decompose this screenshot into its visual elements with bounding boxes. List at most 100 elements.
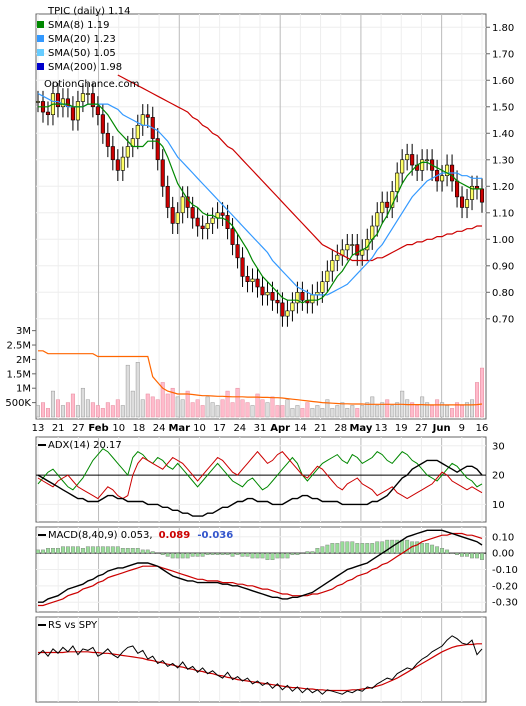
macd-histogram-bar [420, 543, 425, 554]
legend-swatch-sma50 [37, 49, 44, 56]
legend-sma20: SMA(20) 1.23 [48, 34, 116, 45]
macd-histogram-bar [56, 548, 60, 554]
price-tick-label: 1.10 [492, 208, 514, 219]
candle-body [75, 101, 80, 121]
candle-body [290, 302, 295, 312]
price-tick-label: 1.80 [492, 23, 514, 34]
macd-histogram-bar [130, 548, 135, 554]
macd-histogram-bar [325, 544, 330, 554]
macd-histogram-bar [435, 546, 440, 554]
volume-bar [150, 396, 155, 418]
volume-bar [450, 408, 455, 418]
candle-body [425, 159, 430, 162]
volume-bar [225, 390, 230, 418]
macd-histogram-bar [240, 552, 245, 557]
macd-histogram-bar [320, 546, 325, 554]
candle-body [125, 146, 130, 158]
macd-line [38, 529, 483, 603]
volume-bar [420, 396, 425, 418]
volume-bar [245, 402, 250, 418]
macd-tick-label: 0.10 [492, 532, 514, 543]
volume-bar [410, 402, 415, 418]
macd-tick-label: -0.20 [492, 581, 518, 592]
ticker-label: TPIC (daily) 1.14 [47, 6, 130, 17]
macd-histogram-bar [90, 546, 95, 554]
candle-body [85, 93, 90, 95]
candle-body [250, 278, 255, 282]
volume-bar [205, 396, 210, 418]
macd-label: MACD(8,40,9) 0.053, 0.089 -0.036 [48, 530, 233, 541]
volume-bar [235, 387, 240, 418]
x-tick-label: 24 [153, 423, 166, 434]
x-tick-label: 18 [133, 423, 146, 434]
macd-histogram-bar [180, 552, 185, 559]
volume-tick-label: 2M [16, 355, 31, 366]
candle-body [90, 93, 95, 108]
candle-body [330, 260, 335, 272]
volume-bar [470, 399, 475, 418]
macd-histogram-bar [480, 552, 484, 560]
macd-histogram-bar [400, 539, 405, 554]
macd-histogram-bar [295, 552, 300, 555]
volume-bar [65, 402, 70, 418]
macd-histogram-bar [285, 552, 290, 559]
volume-bar [230, 402, 235, 418]
volume-bar [180, 399, 185, 418]
macd-histogram-bar [105, 546, 110, 554]
candle-body [230, 228, 235, 245]
macd-histogram-bar [185, 552, 190, 559]
candle-body [385, 201, 390, 208]
volume-bar [155, 399, 160, 418]
candle-body [210, 217, 215, 224]
x-tick-label: 17 [213, 423, 226, 434]
macd-histogram-bar [370, 543, 375, 554]
price-tick-label: 1.60 [492, 76, 514, 87]
volume-bar [255, 393, 260, 418]
volume-bar [335, 405, 340, 418]
macd-histogram-bar [75, 546, 80, 554]
macd-label-prefix: MACD(8,40,9) 0.053, [48, 530, 153, 541]
macd-histogram-bar [460, 552, 464, 557]
macd-histogram-bar [365, 543, 370, 554]
macd-histogram-bar [235, 552, 240, 555]
volume-bar [425, 402, 430, 418]
candle-body [265, 291, 270, 296]
candle-body [285, 310, 290, 317]
candle-body [190, 207, 195, 219]
macd-histogram-bar [225, 552, 230, 555]
volume-bar [405, 399, 410, 418]
macd-tick-label: 0.00 [492, 549, 514, 560]
macd-histogram-bar [60, 546, 65, 554]
macd-histogram-bar [210, 552, 215, 555]
macd-histogram-bar [465, 552, 469, 557]
candle-body [36, 101, 41, 103]
candle-body [390, 191, 395, 208]
x-tick-label: 21 [52, 423, 65, 434]
macd-histogram-bar [445, 549, 450, 554]
volume-bar [190, 402, 195, 418]
macd-histogram-bar [110, 546, 115, 554]
volume-tick-label: 1.5M [6, 369, 31, 380]
candle-body [175, 212, 180, 224]
volume-bar [100, 408, 105, 418]
volume-bar [300, 408, 305, 418]
candle-body [140, 114, 145, 126]
macd-histogram-bar [155, 552, 160, 554]
candle-body [350, 244, 355, 246]
volume-bar [315, 405, 320, 418]
candle-body [464, 199, 470, 208]
volume-bar [95, 405, 100, 418]
adx-tick-label: 20 [492, 471, 505, 482]
candle-body [180, 196, 185, 214]
sma-layer [37, 74, 482, 304]
tick-layer: 1.80 1.70 1.60 1.50 1.40 1.30 1.20 1.10 1.00 0.90… [5, 23, 518, 609]
x-tick-label: 13 [32, 423, 45, 434]
x-tick-label: 19 [395, 423, 408, 434]
candle-body [55, 93, 61, 108]
volume-bar [465, 402, 470, 418]
candle-body [375, 212, 380, 227]
x-tick-label: Jun [432, 423, 451, 434]
macd-histogram-bar [36, 549, 40, 554]
candle-body [440, 175, 445, 182]
